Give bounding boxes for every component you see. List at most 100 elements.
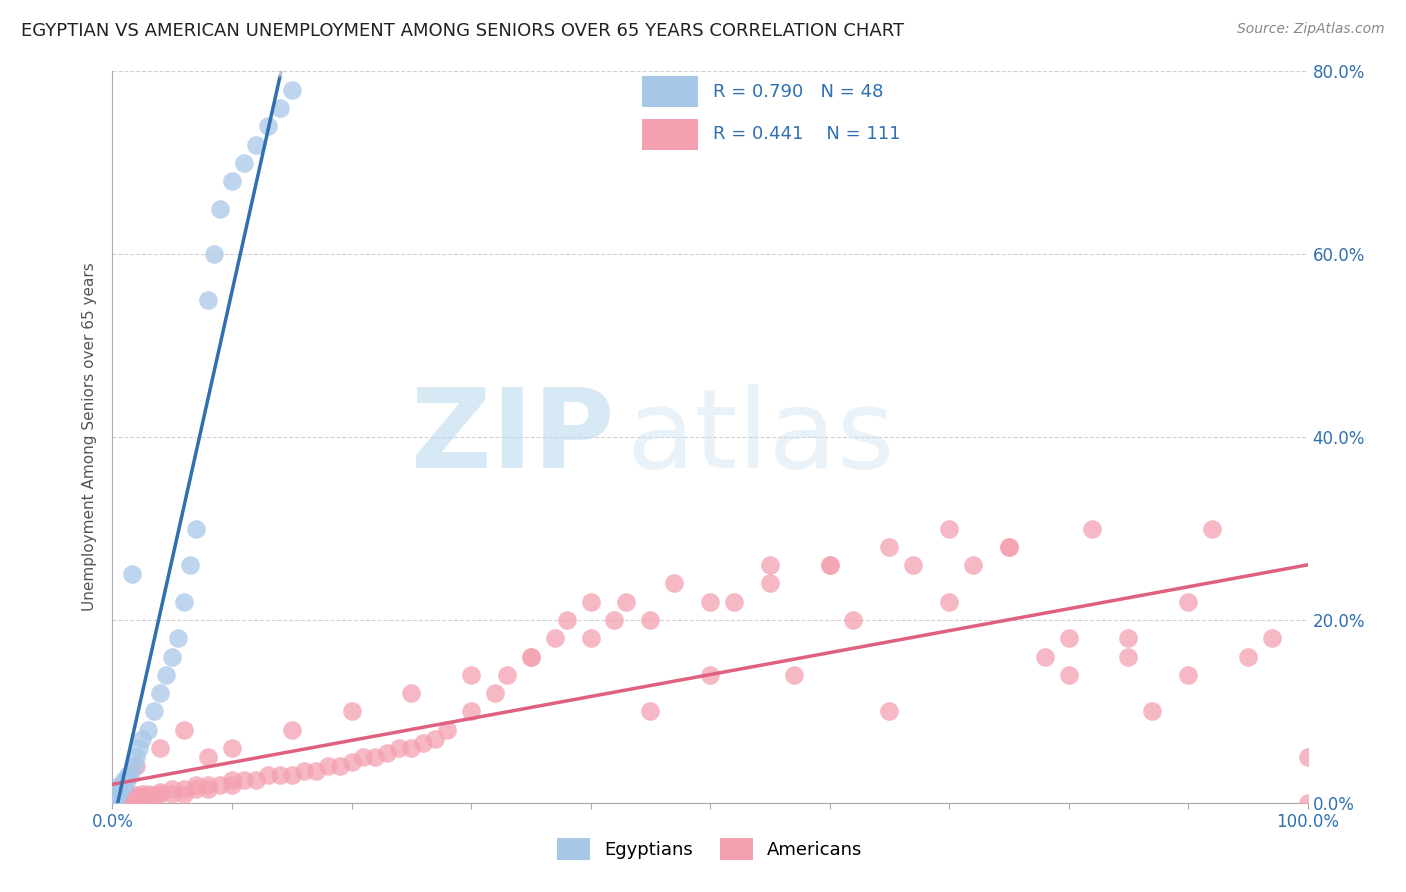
Point xyxy=(520,649,543,664)
Point xyxy=(111,778,134,792)
Point xyxy=(115,772,138,787)
Point xyxy=(543,632,565,646)
Point xyxy=(197,293,219,307)
Point xyxy=(122,790,145,805)
Point xyxy=(484,686,506,700)
Point xyxy=(257,120,280,134)
Point xyxy=(197,778,219,792)
Point xyxy=(352,750,374,764)
Point xyxy=(121,567,143,582)
Point xyxy=(782,667,804,681)
Point xyxy=(186,778,208,792)
Point xyxy=(101,796,124,810)
Point xyxy=(364,750,387,764)
Point xyxy=(197,750,219,764)
Point xyxy=(998,540,1021,554)
Point xyxy=(197,782,219,797)
Point xyxy=(105,789,128,803)
Point xyxy=(101,796,124,810)
Point xyxy=(101,794,124,808)
Point xyxy=(818,558,841,573)
Point xyxy=(101,792,124,806)
Point xyxy=(1142,705,1164,719)
Point xyxy=(496,667,519,681)
Point xyxy=(1081,521,1104,535)
Point xyxy=(401,740,423,755)
Point xyxy=(125,759,148,773)
Point xyxy=(173,594,195,608)
Point xyxy=(101,796,124,810)
Point xyxy=(1296,750,1319,764)
Point xyxy=(209,778,232,792)
Point xyxy=(221,740,243,755)
Point xyxy=(998,540,1021,554)
Point xyxy=(281,82,304,96)
Point xyxy=(1118,649,1140,664)
Point xyxy=(104,787,127,801)
Point xyxy=(143,705,166,719)
Point xyxy=(640,613,662,627)
Point xyxy=(101,790,124,805)
Point xyxy=(101,791,124,805)
Point xyxy=(138,791,160,805)
Point xyxy=(149,785,172,799)
Point xyxy=(111,793,134,807)
Point xyxy=(818,558,841,573)
Point xyxy=(101,796,124,810)
Point xyxy=(107,791,129,805)
Point xyxy=(149,740,172,755)
Point xyxy=(412,736,434,750)
Point xyxy=(138,787,160,801)
Point xyxy=(107,782,129,797)
Point xyxy=(699,667,721,681)
Point xyxy=(114,796,135,810)
Point xyxy=(292,764,315,778)
Point xyxy=(104,796,127,810)
Point xyxy=(125,789,148,803)
Point xyxy=(1201,521,1223,535)
Point xyxy=(281,768,304,782)
Point xyxy=(120,768,142,782)
Text: Source: ZipAtlas.com: Source: ZipAtlas.com xyxy=(1237,22,1385,37)
Point xyxy=(221,174,243,188)
Point xyxy=(903,558,925,573)
Point xyxy=(579,632,602,646)
Point xyxy=(114,772,135,787)
Point xyxy=(305,764,328,778)
Point xyxy=(101,789,124,803)
Point xyxy=(167,632,190,646)
Point xyxy=(1118,632,1140,646)
Point xyxy=(616,594,638,608)
Point xyxy=(101,796,124,810)
Point xyxy=(114,778,135,792)
Point xyxy=(962,558,984,573)
Point xyxy=(221,772,243,787)
Point xyxy=(209,202,232,216)
Point xyxy=(938,521,960,535)
Point xyxy=(1296,796,1319,810)
Point xyxy=(425,731,447,746)
Point xyxy=(1237,649,1260,664)
Point xyxy=(329,759,352,773)
Point xyxy=(233,772,256,787)
Point xyxy=(436,723,458,737)
Point xyxy=(149,787,172,801)
Point xyxy=(1057,632,1080,646)
Point xyxy=(520,649,543,664)
Point xyxy=(555,613,578,627)
Point xyxy=(269,101,291,115)
Point xyxy=(179,558,201,573)
Point xyxy=(664,576,686,591)
Point xyxy=(1177,594,1199,608)
Point xyxy=(117,768,139,782)
Point xyxy=(131,731,153,746)
Point xyxy=(186,782,208,797)
Point xyxy=(699,594,721,608)
Point xyxy=(131,787,153,801)
Point xyxy=(938,594,960,608)
Point xyxy=(640,705,662,719)
Point xyxy=(842,613,865,627)
Point xyxy=(125,750,148,764)
Point xyxy=(143,789,166,803)
Point xyxy=(173,782,195,797)
